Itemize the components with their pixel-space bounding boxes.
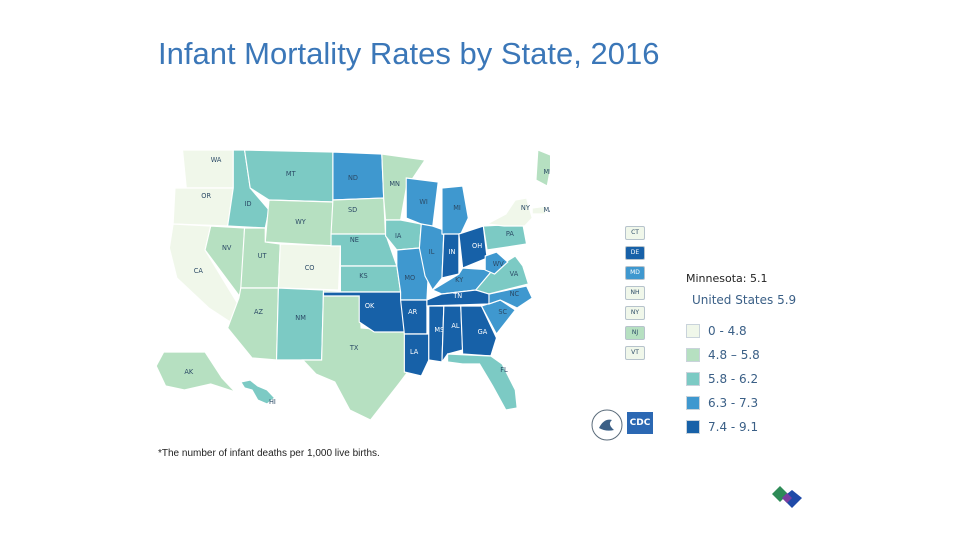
state-al[interactable] [441, 305, 464, 364]
state-label-ar: AR [408, 308, 417, 316]
state-label-ms: MS [434, 326, 444, 334]
state-label-ak: AK [184, 368, 193, 376]
slide-title: Infant Mortality Rates by State, 2016 [158, 36, 660, 71]
state-nm[interactable] [275, 287, 325, 361]
state-label-ca: CA [194, 267, 203, 275]
state-label-wa: WA [211, 156, 222, 164]
state-label-nm: NM [295, 314, 306, 322]
small-state-box-de[interactable]: DE [625, 246, 645, 260]
state-ny[interactable] [485, 197, 533, 227]
state-ma[interactable] [531, 205, 548, 215]
state-label-ne: NE [350, 236, 359, 244]
cdc-logo: CDC [627, 412, 653, 434]
state-label-ut: UT [258, 252, 268, 260]
us-rate-label: United States 5.9 [692, 293, 797, 307]
state-wa[interactable] [181, 149, 234, 189]
state-label-ny: NY [521, 204, 531, 212]
state-label-wv: WV [493, 260, 504, 268]
legend-label: 5.8 - 6.2 [708, 372, 759, 386]
state-label-mn: MN [389, 180, 400, 188]
state-label-oh: OH [472, 242, 482, 250]
state-label-mo: MO [404, 274, 415, 282]
small-state-box-ct[interactable]: CT [625, 226, 645, 240]
state-label-mi: MI [453, 204, 461, 212]
state-il[interactable] [418, 223, 445, 292]
state-ks[interactable] [339, 265, 402, 293]
corner-brand-logo [772, 486, 802, 508]
state-label-in: IN [449, 248, 456, 256]
state-label-ma: MA [543, 206, 550, 214]
small-state-box-ny[interactable]: NY [625, 306, 645, 320]
state-tx[interactable] [301, 289, 415, 421]
state-nd[interactable] [332, 151, 385, 201]
state-pa[interactable] [482, 223, 528, 251]
state-label-il: IL [429, 248, 435, 256]
state-label-wi: WI [419, 198, 427, 206]
legend-swatch [686, 324, 700, 338]
state-label-nv: NV [222, 244, 232, 252]
legend-item: 4.8 – 5.8 [686, 347, 760, 363]
state-label-ky: KY [455, 276, 464, 284]
small-state-box-nj[interactable]: NJ [625, 326, 645, 340]
state-label-va: VA [510, 270, 519, 278]
state-label-az: AZ [254, 308, 263, 316]
state-label-sd: SD [348, 206, 357, 214]
legend-label: 0 - 4.8 [708, 324, 747, 338]
state-wv[interactable] [484, 251, 509, 275]
state-label-mt: MT [286, 170, 297, 178]
us-choropleth-map: WA OR CA NV ID MT WY UT CO AZ NM TX ND SD NE KS OK MN IA MO… [155, 149, 550, 421]
hhs-seal-logo [591, 409, 623, 441]
state-label-co: CO [305, 264, 315, 272]
state-nc[interactable] [488, 285, 533, 309]
legend-item: 6.3 - 7.3 [686, 395, 758, 411]
state-label-nd: ND [348, 174, 358, 182]
state-label-al: AL [451, 322, 459, 330]
small-state-box-md[interactable]: MD [625, 266, 645, 280]
state-label-ok: OK [365, 302, 375, 310]
state-va[interactable] [474, 255, 530, 295]
legend-label: 6.3 - 7.3 [708, 396, 759, 410]
state-fl[interactable] [447, 353, 518, 411]
state-me[interactable] [535, 149, 550, 187]
state-co[interactable] [277, 243, 342, 291]
state-mi[interactable] [441, 185, 469, 239]
state-label-id: ID [245, 200, 252, 208]
legend-label: 7.4 - 9.1 [708, 420, 759, 434]
state-label-hi: HI [269, 398, 276, 406]
legend-item: 5.8 - 6.2 [686, 371, 758, 387]
state-label-ia: IA [395, 232, 402, 240]
small-state-box-nh[interactable]: NH [625, 286, 645, 300]
legend-swatch [686, 396, 700, 410]
legend-swatch [686, 348, 700, 362]
state-label-pa: PA [506, 230, 514, 238]
state-hi[interactable] [239, 379, 276, 405]
state-label-la: LA [410, 348, 419, 356]
footnote: *The number of infant deaths per 1,000 l… [158, 448, 380, 459]
state-ne[interactable] [330, 233, 398, 267]
legend-item: 0 - 4.8 [686, 323, 747, 339]
state-label-tn: TN [452, 292, 462, 300]
state-ms[interactable] [428, 305, 445, 363]
state-label-wy: WY [295, 218, 306, 226]
state-label-sc: SC [498, 308, 507, 316]
legend-swatch [686, 420, 700, 434]
state-ar[interactable] [399, 299, 428, 335]
legend-label: 4.8 – 5.8 [708, 348, 760, 362]
state-label-or: OR [201, 192, 211, 200]
state-ia[interactable] [384, 219, 422, 251]
state-label-ks: KS [359, 272, 367, 280]
legend-swatch [686, 372, 700, 386]
small-state-box-vt[interactable]: VT [625, 346, 645, 360]
state-sd[interactable] [330, 197, 387, 237]
state-label-ga: GA [478, 328, 488, 336]
state-label-fl: FL [500, 366, 508, 374]
state-ak[interactable] [155, 351, 236, 393]
state-ga[interactable] [460, 305, 498, 357]
state-label-nc: NC [510, 290, 520, 298]
hover-readout: Minnesota: 5.1 [686, 272, 768, 285]
state-label-me: ME [543, 168, 550, 176]
state-label-tx: TX [349, 344, 359, 352]
legend-item: 7.4 - 9.1 [686, 419, 758, 435]
